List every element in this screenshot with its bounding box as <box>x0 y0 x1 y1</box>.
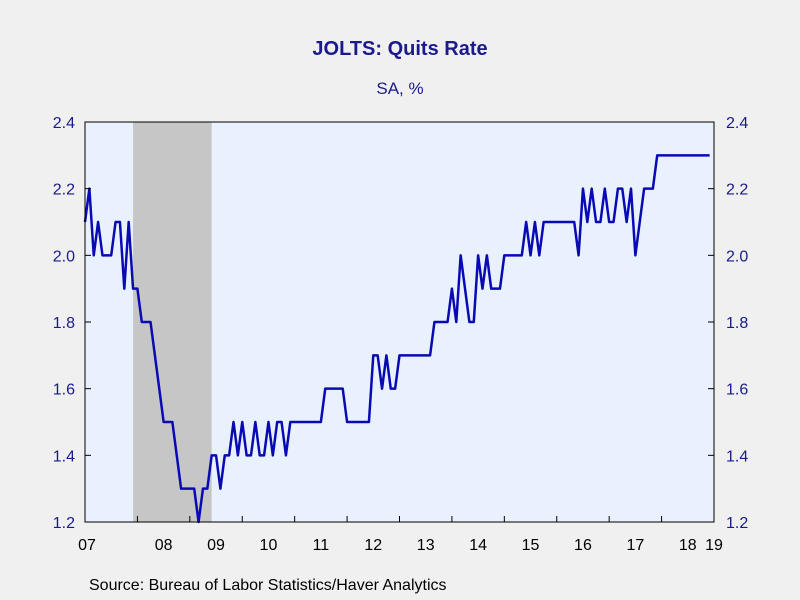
series-line-quits-rate <box>83 154 710 524</box>
y-tick-label-left: 1.8 <box>53 315 75 332</box>
y-tick-label-left: 2.2 <box>53 182 75 199</box>
y-tick-label-right: 1.2 <box>726 515 748 532</box>
y-tick-label-left: 1.6 <box>53 382 75 399</box>
y-tick-label-right: 1.4 <box>726 448 748 465</box>
chart-source-note: Source: Bureau of Labor Statistics/Haver… <box>89 577 447 594</box>
y-tick-label-left: 2.4 <box>53 115 75 132</box>
y-tick-label-right: 2.2 <box>726 182 748 199</box>
y-tick-label-right: 1.8 <box>726 315 748 332</box>
x-tick-label: 11 <box>313 537 330 554</box>
y-tick-label-right: 2.4 <box>726 115 748 132</box>
x-tick-label: 16 <box>574 537 592 554</box>
y-tick-label-right: 2.0 <box>726 248 748 265</box>
x-tick-label: 17 <box>626 537 644 554</box>
x-tick-label: 08 <box>155 537 173 554</box>
x-tick-label: 10 <box>260 537 278 554</box>
y-tick-label-left: 2.0 <box>53 248 75 265</box>
chart-subtitle: SA, % <box>376 79 424 98</box>
x-tick-label: 12 <box>364 537 382 554</box>
y-tick-label-right: 1.6 <box>726 382 748 399</box>
x-tick-label: 13 <box>417 537 435 554</box>
axes-layer: 1.2 1.2 1.4 1.4 1.6 1.6 1.8 1.8 2.0 2.0 2.2 2.2 2.4 2… <box>53 115 749 554</box>
x-tick-label: 14 <box>469 537 487 554</box>
x-tick-label: 19 <box>705 537 723 554</box>
x-tick-label: 18 <box>679 537 697 554</box>
y-tick-label-left: 1.2 <box>53 515 75 532</box>
x-tick-label: 09 <box>207 537 225 554</box>
x-tick-label: 15 <box>522 537 540 554</box>
chart-title: JOLTS: Quits Rate <box>312 38 488 60</box>
x-tick-label: 07 <box>78 537 96 554</box>
y-tick-label-left: 1.4 <box>53 448 75 465</box>
